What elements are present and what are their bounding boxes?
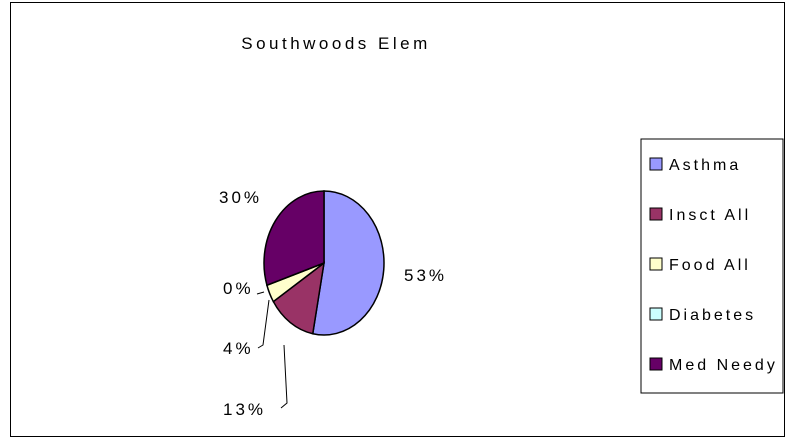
legend-swatch-insct-all xyxy=(649,207,663,221)
legend-label-med-needy: Med Needy xyxy=(669,357,778,374)
leader-line-diabetes xyxy=(256,291,265,295)
legend-label-insct-all: Insct All xyxy=(669,207,751,224)
legend-label-food-all: Food All xyxy=(669,257,751,274)
percent-label-food-all: 4% xyxy=(223,339,254,358)
legend-swatch-asthma xyxy=(649,157,663,171)
percent-labels: 53% 13% 4% 0% 30% xyxy=(219,188,447,419)
legend: Asthma Insct All Food All Diabetes Med Needy xyxy=(640,138,784,394)
legend-label-diabetes: Diabetes xyxy=(669,307,756,324)
pie-slices xyxy=(263,190,385,336)
percent-label-insct-all: 13% xyxy=(223,400,266,419)
chart-frame: Southwoods Elem 53% 13% 4% 0% 30% Asthma Insc… xyxy=(10,2,785,437)
slice-med-needy xyxy=(263,190,325,287)
pie-chart: Southwoods Elem 53% 13% 4% 0% 30% Asthma Insc… xyxy=(219,34,784,419)
legend-label-asthma: Asthma xyxy=(669,157,741,174)
chart-title: Southwoods Elem xyxy=(241,34,431,53)
slice-asthma xyxy=(311,190,385,336)
percent-label-diabetes: 0% xyxy=(223,279,254,298)
leader-line-food-all xyxy=(257,299,270,349)
legend-box xyxy=(640,138,784,394)
leader-line-insct-all xyxy=(280,344,288,409)
leader-lines xyxy=(256,291,288,409)
percent-label-med-needy: 30% xyxy=(219,188,262,207)
slice-insct-all xyxy=(272,261,326,335)
legend-swatch-diabetes xyxy=(649,307,663,321)
legend-swatch-food-all xyxy=(649,257,663,271)
percent-label-asthma: 53% xyxy=(404,266,447,285)
legend-swatch-med-needy xyxy=(649,357,663,371)
